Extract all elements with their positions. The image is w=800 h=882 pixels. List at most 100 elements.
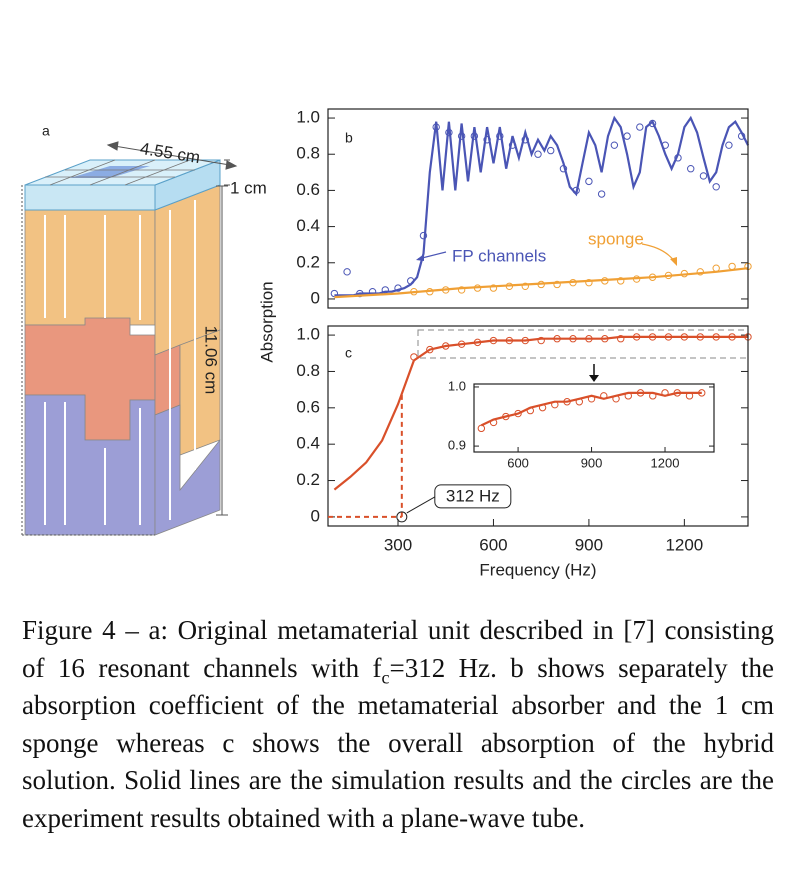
x-tick-label: 600 <box>507 455 529 470</box>
data-point <box>514 409 522 418</box>
y-tick-label: 0.4 <box>296 216 320 235</box>
figure-caption: Figure 4 – a: Original metamaterial unit… <box>22 612 774 837</box>
data-point <box>664 333 673 341</box>
data-point <box>649 392 657 400</box>
data-point <box>330 289 339 298</box>
data-point <box>489 284 498 292</box>
y-tick-label: 0.6 <box>296 397 320 416</box>
data-point <box>537 336 545 345</box>
figure: a 4.55 cm 1 cm 11.06 cm 00.20.40.60.81.0… <box>21 108 752 579</box>
data-point <box>648 333 657 341</box>
annotation-text: 312 Hz <box>446 486 500 505</box>
data-point <box>572 186 580 195</box>
data-point <box>559 165 568 173</box>
data-point <box>632 333 641 341</box>
data-point <box>407 277 415 285</box>
data-point <box>496 132 504 140</box>
data-point <box>553 335 561 343</box>
x-tick-label: 1200 <box>665 535 703 554</box>
data-point <box>600 392 608 400</box>
y-tick-label: 0.6 <box>296 180 320 199</box>
data-point <box>426 345 434 354</box>
data-point <box>551 400 559 409</box>
caption-text: =312 Hz. b shows separately the absorpti… <box>22 652 774 833</box>
data-point <box>563 398 571 406</box>
data-point <box>585 177 593 186</box>
data-point <box>470 132 479 140</box>
data-point <box>569 335 577 343</box>
data-point <box>696 268 704 276</box>
data-point <box>547 146 555 155</box>
data-point <box>569 278 577 287</box>
y-tick-label: 1.0 <box>296 325 320 344</box>
series-line <box>333 335 748 491</box>
data-point <box>698 389 706 397</box>
data-point <box>394 284 402 292</box>
data-point <box>483 136 491 144</box>
data-point <box>477 424 486 433</box>
annotation-leader <box>406 496 436 514</box>
y-tick-label: 1.0 <box>448 378 466 393</box>
data-point <box>673 389 681 397</box>
y-tick-label: 0.2 <box>296 252 320 271</box>
inset-background <box>474 384 714 452</box>
data-point <box>661 141 669 149</box>
data-point <box>553 280 561 289</box>
y-tick-label: 0.9 <box>448 438 466 453</box>
panel-label: b <box>345 130 353 146</box>
data-point <box>442 286 450 294</box>
data-point <box>445 128 453 137</box>
data-point <box>410 288 418 296</box>
x-tick-label: 1200 <box>651 455 680 470</box>
data-point <box>612 395 620 403</box>
data-point <box>521 136 529 144</box>
data-point <box>585 278 593 287</box>
plot-area: 0 0.2 0.4 0.6 0.8 1.0 b Absorption FP channels sp… <box>257 108 752 363</box>
unit-cell-illustration <box>21 141 238 536</box>
data-point <box>712 264 720 272</box>
data-point <box>617 277 625 285</box>
data-point <box>521 282 529 290</box>
annotation-arrow <box>641 243 676 263</box>
series-annotation: sponge <box>588 229 644 248</box>
data-point <box>410 353 418 361</box>
data-point <box>661 389 669 397</box>
data-point <box>632 275 641 283</box>
y-axis-label: Absorption <box>257 281 276 362</box>
data-point <box>457 132 466 140</box>
height-label: 11.06 cm <box>202 326 221 395</box>
data-point <box>680 333 689 341</box>
data-point <box>636 389 645 397</box>
data-point <box>601 277 609 285</box>
data-point <box>419 231 428 240</box>
x-tick-label: 900 <box>575 535 603 554</box>
data-point <box>473 338 482 347</box>
x-axis-label: Frequency (Hz) <box>479 560 596 579</box>
data-point <box>601 335 609 343</box>
panel-label: a <box>42 123 50 139</box>
data-point <box>508 141 517 149</box>
series-line <box>334 115 749 297</box>
data-point <box>505 282 514 290</box>
data-point <box>521 336 529 345</box>
data-point <box>617 335 625 343</box>
panel-label: c <box>345 345 352 361</box>
data-point <box>473 284 482 292</box>
data-point <box>585 335 593 343</box>
data-point <box>728 262 736 271</box>
data-point <box>712 183 720 191</box>
data-point <box>381 286 389 294</box>
data-point <box>687 165 695 173</box>
data-point <box>442 342 450 350</box>
data-point <box>587 395 596 403</box>
data-point <box>426 288 434 296</box>
data-point <box>648 119 657 128</box>
data-point <box>674 154 682 162</box>
data-point <box>489 418 498 427</box>
y-tick-label: 0 <box>311 288 320 307</box>
y-tick-label: 0 <box>311 506 320 525</box>
series-annotation: FP channels <box>452 246 546 265</box>
plot-area: 0.9 1.0 600 900 1200 <box>448 378 715 470</box>
data-point <box>664 271 673 280</box>
